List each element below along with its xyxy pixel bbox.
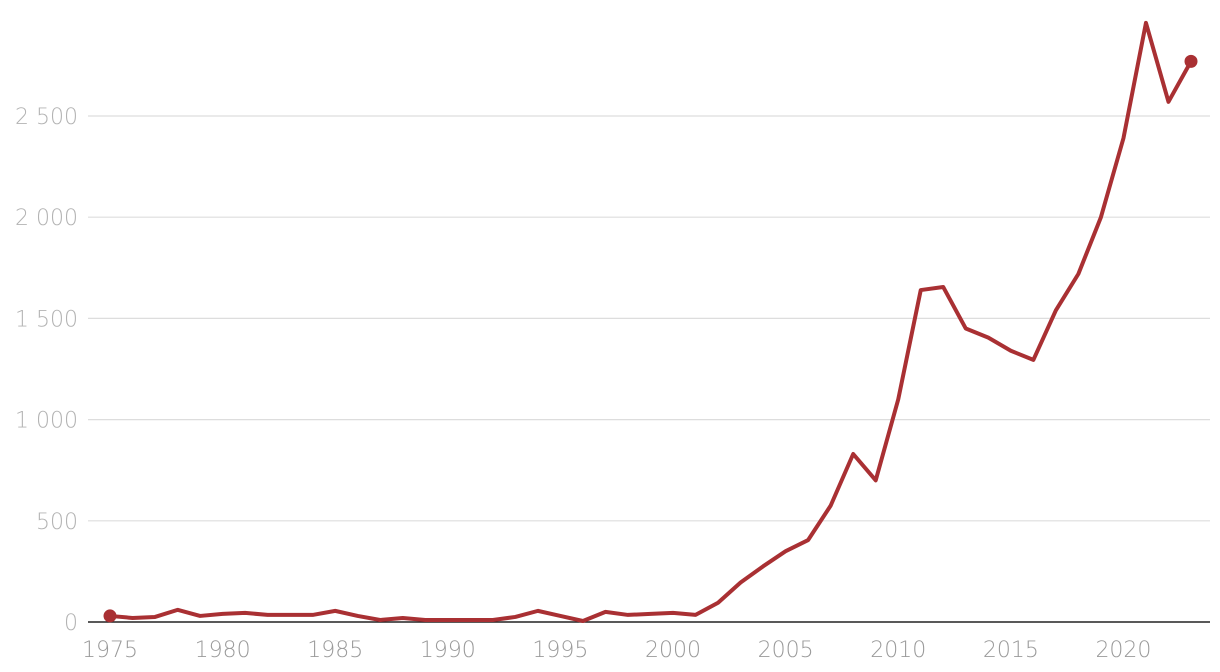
y-tick-label: 2 500 [15,105,78,130]
y-tick-label: 1 000 [15,409,78,434]
y-tick-label: 500 [36,510,78,535]
x-tick-label: 2015 [983,638,1039,663]
x-tick-label: 1995 [532,638,588,663]
y-tick-label: 1 500 [15,307,78,332]
x-axis-labels: 1975 1980 1985 1990 1995 2000 2005 2010 2015 2020 [82,638,1151,663]
x-tick-label: 2005 [758,638,814,663]
gridlines [88,115,1210,623]
x-tick-label: 1990 [420,638,476,663]
x-tick-label: 2020 [1095,638,1151,663]
series-layer [103,20,1198,623]
y-tick-label: 2 000 [15,206,78,231]
x-tick-label: 1980 [195,638,251,663]
start-point-marker [103,609,117,623]
x-tick-label: 2010 [870,638,926,663]
end-point-marker [1184,54,1198,68]
x-tick-label: 2000 [645,638,701,663]
x-tick-label: 1985 [307,638,363,663]
y-axis-labels: 0 500 1 000 1 500 2 000 2 500 [15,105,78,636]
series-line [108,20,1193,623]
x-tick-label: 1975 [82,638,138,663]
y-tick-label: 0 [64,611,78,636]
